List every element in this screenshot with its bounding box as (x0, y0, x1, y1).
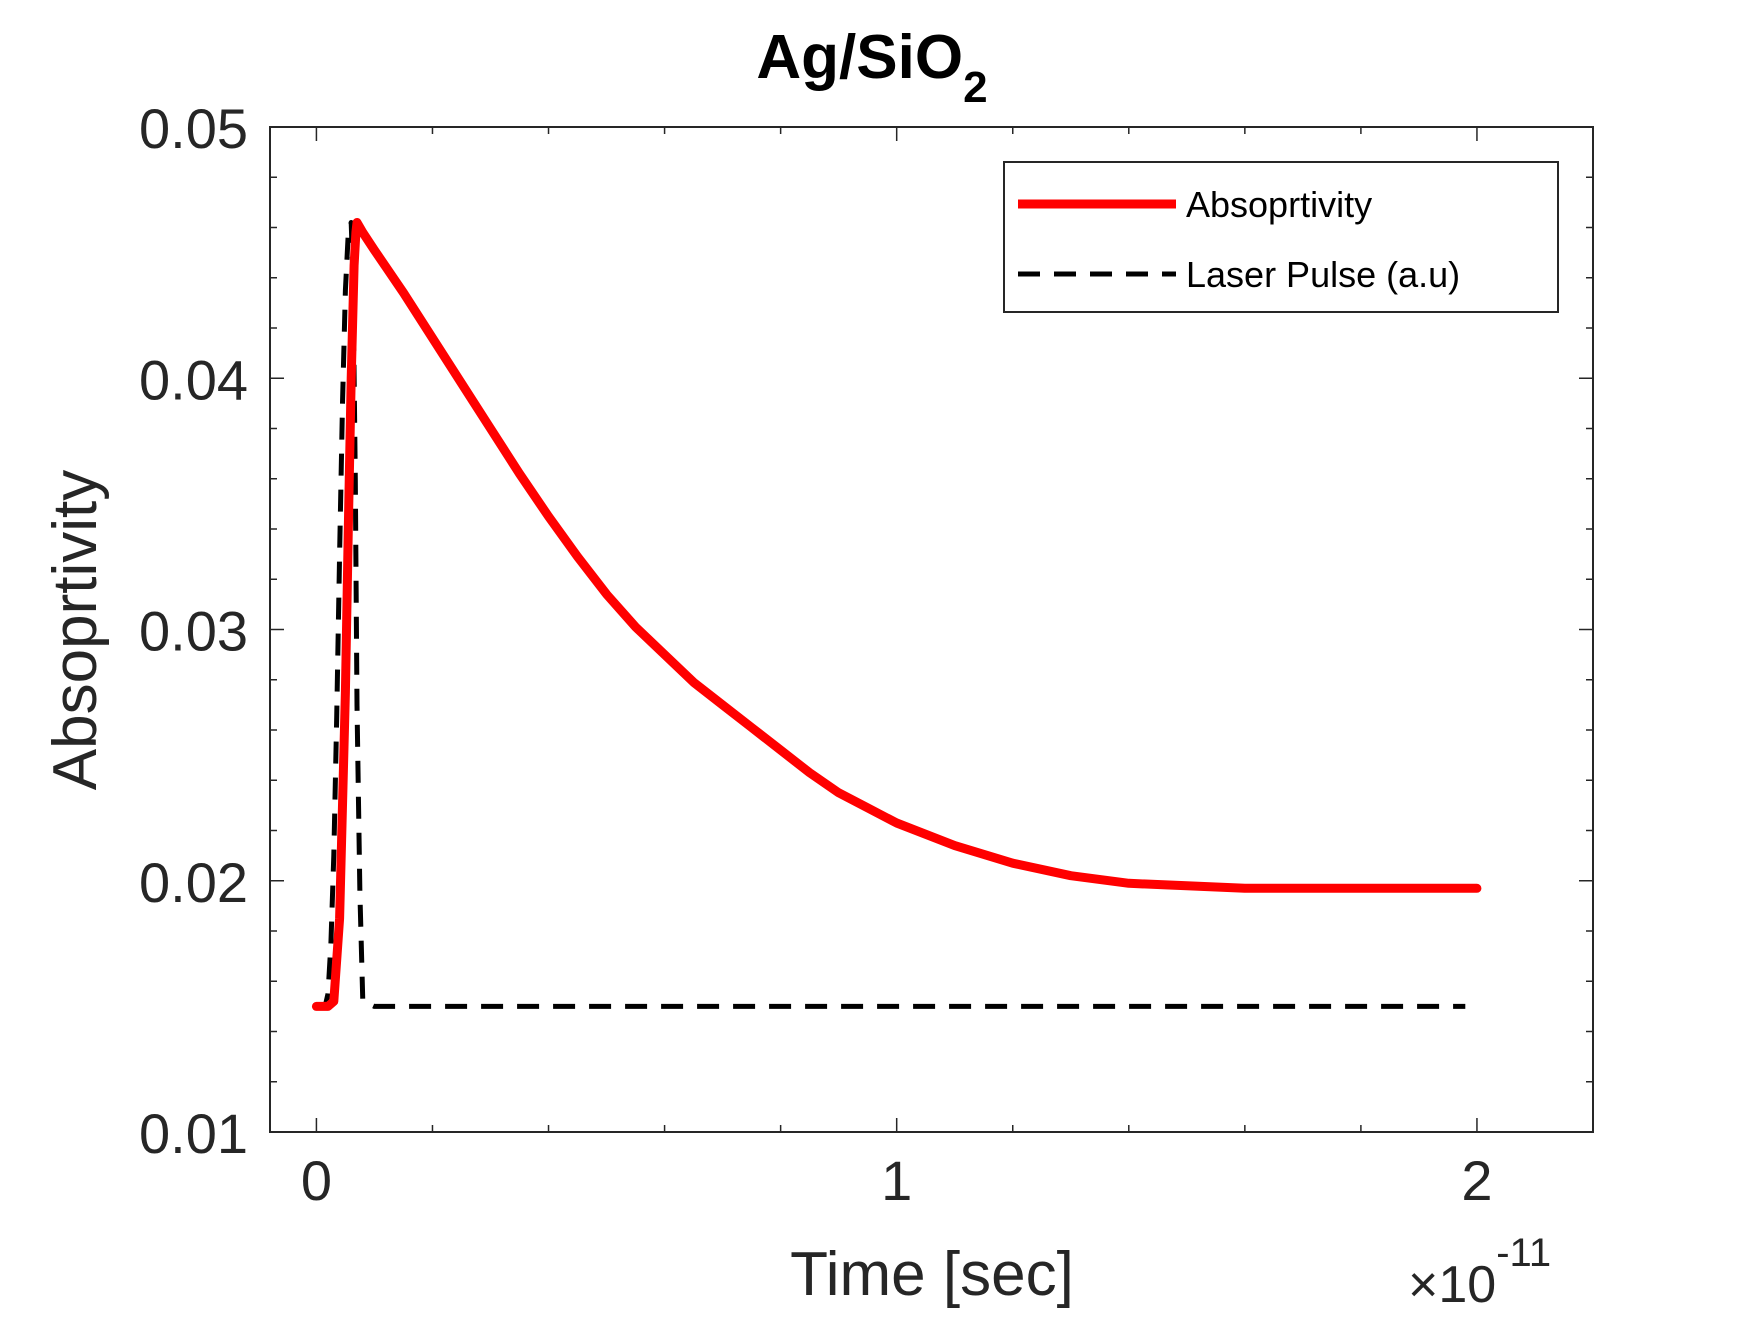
y-tick-label: 0.05 (139, 97, 248, 160)
y-tick-label: 0.04 (139, 348, 248, 411)
x-tick-label: 2 (1461, 1149, 1492, 1212)
series-layer (311, 218, 1482, 1011)
legend-box (1003, 161, 1559, 313)
series-line-laser-pulse (316, 220, 1466, 1009)
x-axis-multiplier: ×10-11 (1408, 1231, 1551, 1313)
x-axis-multiplier-exponent: -11 (1496, 1231, 1551, 1275)
chart-title: Ag/SiO2 (756, 23, 987, 112)
series-line-absorptivity (311, 218, 1482, 1011)
x-tick-label: 1 (881, 1149, 912, 1212)
legend-label-laser-pulse: Laser Pulse (a.u) (1186, 254, 1460, 295)
x-axis-multiplier-base: 10 (1438, 1256, 1496, 1313)
chart-title-main: Ag/SiO (756, 23, 963, 92)
y-tick-label: 0.01 (139, 1102, 248, 1165)
y-tick-label: 0.03 (139, 600, 248, 663)
legend-label-absorptivity: Absoprtivity (1186, 184, 1372, 225)
y-axis-label: Absoprtivity (41, 470, 110, 790)
x-axis-multiplier-symbol: × (1408, 1256, 1438, 1313)
y-axis-tick-labels: 0.01 0.02 0.03 0.04 0.05 (139, 97, 248, 1165)
x-tick-label: 0 (301, 1149, 332, 1212)
y-tick-label: 0.02 (139, 851, 248, 914)
x-axis-tick-labels: 0 1 2 (301, 1149, 1493, 1212)
x-axis-label: Time [sec] (790, 1240, 1074, 1309)
legend: Absoprtivity Laser Pulse (a.u) (1003, 161, 1559, 313)
plot-area (269, 126, 1594, 1133)
axis-ticks (270, 126, 1594, 1133)
chart-title-subscript: 2 (963, 63, 987, 112)
